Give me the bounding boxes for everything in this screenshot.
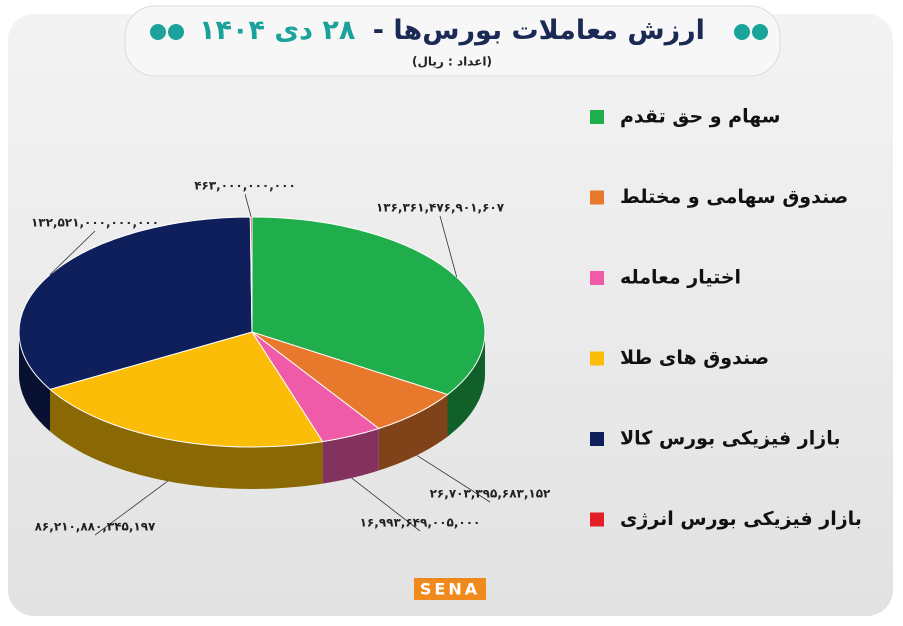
chart-title: ارزش معاملات بورس‌ها - ۲۸ دی ۱۴۰۴: [199, 15, 705, 46]
leader-line: [351, 477, 421, 532]
value-label: ۱۳۶,۳۶۱,۴۷۶,۹۰۱,۶۰۷: [376, 201, 505, 215]
legend-swatch: [590, 432, 604, 446]
legend-label: سهام و حق تقدم: [620, 106, 780, 128]
leader-line: [94, 480, 168, 536]
leader-line: [49, 230, 96, 276]
legend-swatch: [590, 351, 604, 366]
slice-side: [322, 428, 379, 484]
leader-line: [244, 193, 252, 218]
legend-swatch: [590, 271, 604, 285]
leader-line: [439, 215, 458, 278]
legend-label: صندوق سهامی و مختلط: [620, 186, 848, 208]
value-label: ۴۶۳,۰۰۰,۰۰۰,۰۰۰: [194, 179, 296, 193]
legend-label: بازار فیزیکی بورس کالا: [620, 428, 840, 450]
slice-side: [50, 389, 323, 489]
logo-box: [414, 578, 486, 600]
value-label: ۲۶,۷۰۳,۳۹۵,۶۸۳,۱۵۲: [430, 487, 551, 501]
value-label: ۱۳۲,۵۲۱,۰۰۰,۰۰۰,۰۰۰: [31, 216, 159, 230]
quote-marks: [150, 24, 768, 40]
legend-label: صندوق های طلا: [620, 347, 769, 369]
slice: [48, 331, 324, 448]
logo: SENA: [420, 580, 480, 599]
subtitle: (اعداد : ریال): [412, 55, 492, 69]
title-pill: [124, 5, 781, 77]
legend: سهام و حق تقدم صندوق سهامی و مختلط اختیار …: [590, 106, 862, 530]
leader-line: [416, 454, 491, 503]
slice-side: [447, 332, 485, 437]
value-label: ۱۶,۹۹۳,۶۴۹,۰۰۵,۰۰۰: [360, 516, 481, 530]
slice-side: [378, 394, 448, 471]
slice-side: [19, 332, 50, 432]
legend-swatch: [590, 190, 604, 205]
legend-label: اختیار معامله: [620, 267, 741, 289]
legend-swatch: [590, 110, 604, 124]
legend-swatch: [590, 512, 604, 527]
date: ۲۸ دی ۱۴۰۴: [199, 15, 356, 46]
title: ارزش معاملات بورس‌ها -: [373, 15, 705, 46]
pie: ۱۳۶,۳۶۱,۴۷۶,۹۰۱,۶۰۷ ۲۶,۷۰۳,۳۹۵,۶۸۳,۱۵۲ ۱۶,…: [18, 179, 551, 536]
value-label: ۸۶,۲۱۰,۸۸۰,۳۴۵,۱۹۷: [35, 520, 156, 534]
legend-label: بازار فیزیکی بورس انرژی: [620, 508, 862, 530]
